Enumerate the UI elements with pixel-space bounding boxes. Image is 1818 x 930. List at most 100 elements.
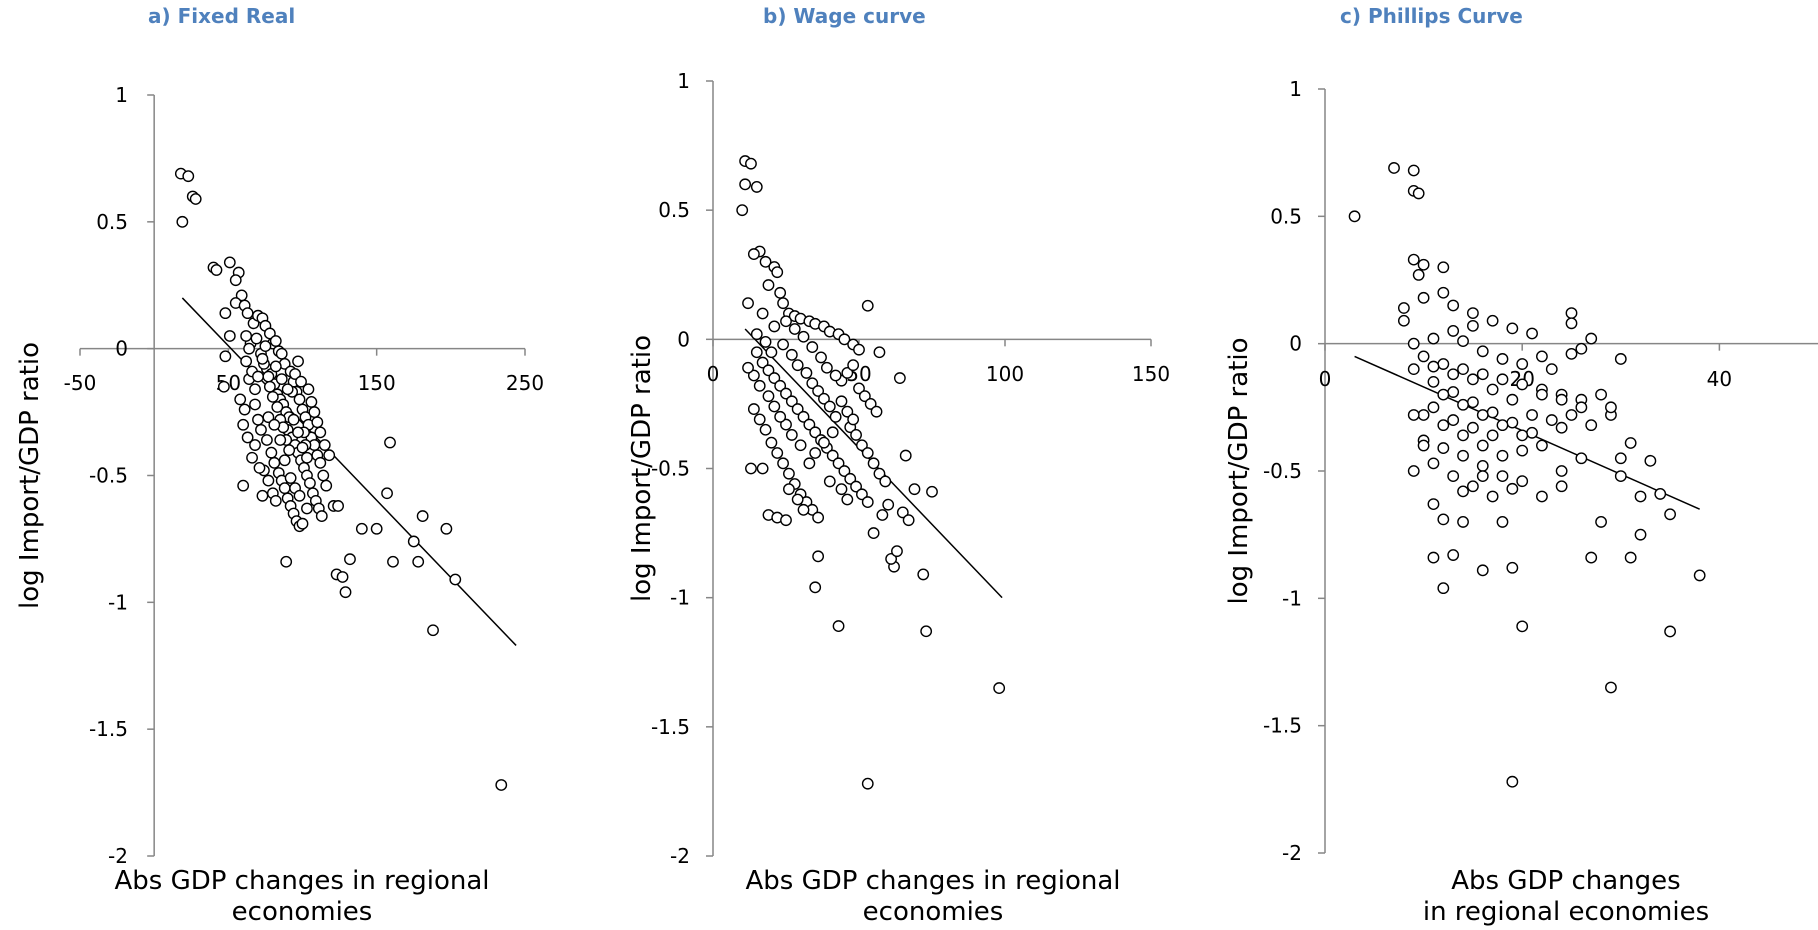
data-point <box>1624 551 1637 564</box>
data-point <box>809 581 822 594</box>
data-point <box>1467 480 1479 493</box>
data-point <box>1447 414 1460 426</box>
data-point <box>268 456 281 469</box>
data-point <box>268 418 281 431</box>
data-point <box>1467 319 1479 332</box>
data-point <box>1555 480 1568 493</box>
data-point <box>1437 419 1450 432</box>
x-axis-title-line: Abs GDP changes in regional <box>745 866 1120 896</box>
data-point <box>753 413 766 426</box>
data-point <box>736 204 749 217</box>
data-point <box>780 418 792 431</box>
y-axis-title: log Import/GDP ratio <box>1224 337 1254 604</box>
data-point <box>853 382 865 395</box>
x-tick-label: 250 <box>506 371 544 395</box>
data-point <box>339 586 352 599</box>
data-point <box>237 479 250 492</box>
x-axis-title-line: economies <box>863 897 1004 927</box>
data-point <box>823 400 836 413</box>
data-point <box>850 429 862 441</box>
data-point <box>1516 620 1529 633</box>
data-point <box>1536 388 1548 401</box>
data-point <box>1575 452 1588 465</box>
data-point <box>1644 454 1657 467</box>
data-point <box>1565 307 1578 320</box>
data-point <box>323 449 336 462</box>
data-point <box>219 307 232 320</box>
data-point <box>249 398 261 411</box>
x-tick-label: 40 <box>1707 367 1732 391</box>
data-point <box>847 413 860 426</box>
data-point <box>873 467 886 480</box>
data-point <box>1545 363 1558 376</box>
data-point <box>355 522 368 535</box>
data-point <box>259 340 272 353</box>
data-point <box>246 451 258 464</box>
y-tick-label: -0.5 <box>651 457 690 481</box>
data-point <box>867 527 880 539</box>
data-point <box>296 441 309 454</box>
data-point <box>806 341 819 353</box>
y-tick-label: -2 <box>1282 841 1302 865</box>
y-tick-label: -2 <box>108 844 128 868</box>
y-tick-label: -1.5 <box>1263 714 1302 738</box>
data-point <box>765 436 778 449</box>
data-point <box>234 393 247 406</box>
data-point <box>806 377 819 390</box>
data-point <box>278 482 291 495</box>
data-point <box>1506 482 1519 495</box>
data-point <box>278 454 291 467</box>
data-point <box>826 449 839 462</box>
data-point <box>249 383 261 396</box>
data-point <box>745 462 757 475</box>
data-point <box>1476 439 1489 452</box>
data-point <box>762 279 775 291</box>
data-point <box>832 457 845 470</box>
data-point <box>302 383 315 396</box>
data-point <box>269 494 282 507</box>
trend-line <box>181 297 517 646</box>
data-point <box>249 439 261 451</box>
data-point <box>283 444 296 457</box>
data-point <box>1407 409 1420 421</box>
data-point <box>295 375 307 388</box>
data-point <box>1585 419 1598 432</box>
data-point <box>1486 429 1499 442</box>
data-point <box>858 390 871 403</box>
data-point <box>1437 358 1450 370</box>
data-point <box>381 487 393 500</box>
x-tick-label: 150 <box>358 371 396 395</box>
data-point <box>750 181 763 193</box>
data-point <box>841 493 854 506</box>
y-tick-label: -1.5 <box>89 717 128 741</box>
data-point <box>835 483 848 496</box>
data-point <box>243 342 256 355</box>
data-point <box>1407 363 1420 376</box>
data-point <box>1476 409 1489 421</box>
data-point <box>1467 421 1479 434</box>
data-point <box>1605 681 1617 694</box>
data-point <box>785 348 798 361</box>
y-tick-label: -1 <box>1282 586 1302 610</box>
data-point <box>182 170 195 183</box>
data-point <box>797 410 810 423</box>
data-point <box>449 573 462 586</box>
data-point <box>791 403 804 415</box>
data-point <box>794 439 807 452</box>
data-point <box>256 489 269 502</box>
data-point <box>1427 498 1440 511</box>
data-point <box>1496 373 1509 386</box>
data-point <box>217 380 230 393</box>
data-point <box>1412 269 1425 281</box>
data-point <box>1417 258 1430 271</box>
data-point <box>1506 322 1519 335</box>
data-point <box>1476 368 1489 381</box>
data-point <box>1486 490 1499 503</box>
data-point <box>1407 337 1420 350</box>
data-point <box>896 506 909 519</box>
data-point <box>314 456 327 469</box>
data-point <box>260 434 273 446</box>
data-point <box>1536 490 1548 503</box>
data-point <box>1427 401 1440 414</box>
data-point <box>266 390 279 403</box>
